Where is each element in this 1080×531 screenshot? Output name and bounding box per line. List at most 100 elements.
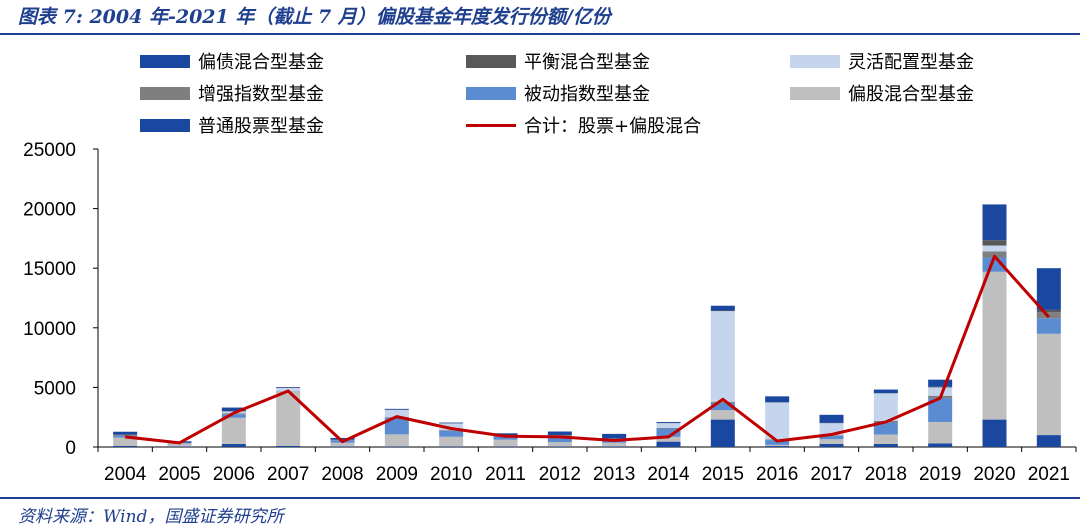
x-tick-label: 2006 xyxy=(213,464,255,485)
bar-segment-1 xyxy=(928,421,953,444)
bar-segment-4 xyxy=(384,409,409,418)
legend-item-common-equity: 普通股票型基金 xyxy=(140,114,324,137)
bar-segment-6 xyxy=(710,305,735,311)
bar-segment-6 xyxy=(384,408,409,410)
legend-swatch xyxy=(790,86,840,100)
bar-segment-3 xyxy=(982,251,1007,258)
legend-label: 偏债混合型基金 xyxy=(198,52,324,73)
bar-segment-6 xyxy=(113,431,138,435)
bar-segment-2 xyxy=(493,436,518,440)
bar-segment-4 xyxy=(710,311,735,402)
bar-segment-0 xyxy=(276,445,301,447)
bar-segment-0 xyxy=(982,419,1007,447)
x-tick-label: 2016 xyxy=(756,464,798,485)
legend-label: 被动指数型基金 xyxy=(524,84,650,105)
bar-segment-2 xyxy=(221,414,246,418)
bar-segment-0 xyxy=(873,444,898,447)
bar-segment-0 xyxy=(602,446,627,447)
bar-segment-0 xyxy=(113,445,138,447)
bar-segment-1 xyxy=(982,271,1007,420)
bar-segment-1 xyxy=(1036,333,1061,436)
bar-segment-6 xyxy=(493,433,518,436)
bar-segment-6 xyxy=(547,431,572,435)
bar-segment-1 xyxy=(330,442,355,447)
y-tick-label: 10000 xyxy=(23,319,76,340)
bar-segment-0 xyxy=(439,446,464,447)
legend-item-passive-index: 被动指数型基金 xyxy=(466,82,650,105)
header: 图表 7: 2004 年-2021 年（截止 7 月）偏股基金年度发行份额/亿份 xyxy=(0,0,1080,34)
x-tick-label: 2020 xyxy=(973,464,1015,485)
y-tick-label: 20000 xyxy=(23,200,76,221)
x-tick-label: 2015 xyxy=(702,464,744,485)
bar-segment-4 xyxy=(656,423,681,428)
bar-segment-0 xyxy=(765,446,790,447)
legend-swatch xyxy=(790,54,840,68)
legend-item-enhanced-index: 增强指数型基金 xyxy=(140,82,324,105)
bar-segment-2 xyxy=(439,430,464,437)
legend-swatch xyxy=(466,54,516,68)
bar-segment-1 xyxy=(819,439,844,445)
bar-segment-1 xyxy=(873,434,898,445)
bar-segment-1 xyxy=(221,417,246,445)
legend-swatch xyxy=(140,86,190,100)
x-tick-label: 2009 xyxy=(376,464,418,485)
bar-segment-0 xyxy=(384,446,409,447)
y-tick-label: 15000 xyxy=(23,259,76,280)
bar-segment-4 xyxy=(873,393,898,421)
x-tick-label: 2008 xyxy=(321,464,363,485)
legend-label: 增强指数型基金 xyxy=(198,84,324,105)
legend-item-balanced-mixed: 平衡混合型基金 xyxy=(466,50,650,73)
x-tick-label: 2005 xyxy=(158,464,200,485)
bar-segment-1 xyxy=(602,442,627,447)
legend-item-flexible-allocation: 灵活配置型基金 xyxy=(790,50,974,73)
x-tick-label: 2013 xyxy=(593,464,635,485)
total-line xyxy=(125,254,1050,445)
bar-segment-6 xyxy=(873,389,898,394)
bar-segment-3 xyxy=(710,401,735,403)
bar-segment-2 xyxy=(113,435,138,438)
footer-divider xyxy=(0,497,1080,499)
legend-label: 合计：股票+偏股混合 xyxy=(524,116,702,137)
bar-segment-1 xyxy=(493,439,518,447)
bar-segment-6 xyxy=(602,433,627,439)
bar-segment-2 xyxy=(384,417,409,435)
bar-segment-1 xyxy=(547,442,572,447)
legend-label: 普通股票型基金 xyxy=(198,116,324,137)
legend-swatch xyxy=(466,86,516,100)
bar-segment-6 xyxy=(656,421,681,423)
y-tick-label: 25000 xyxy=(23,140,76,161)
bar-segment-1 xyxy=(710,410,735,420)
bar-segment-1 xyxy=(276,392,301,446)
bar-segment-5 xyxy=(928,386,953,388)
bar-segment-0 xyxy=(221,444,246,447)
legend-label: 偏股混合型基金 xyxy=(848,84,974,105)
bar-segment-0 xyxy=(928,443,953,447)
bar-segment-6 xyxy=(439,422,464,424)
bar-segment-1 xyxy=(765,444,790,447)
bar-segment-3 xyxy=(439,430,464,431)
x-tick-label: 2010 xyxy=(430,464,472,485)
bar-segment-3 xyxy=(113,434,138,436)
x-tick-label: 2021 xyxy=(1028,464,1070,485)
bar-segment-0 xyxy=(167,446,192,447)
bar-segment-2 xyxy=(928,398,953,422)
bar-segment-1 xyxy=(439,436,464,447)
bar-segment-0 xyxy=(656,441,681,447)
bar-segment-2 xyxy=(873,422,898,435)
bar-segment-1 xyxy=(113,437,138,446)
x-tick-label: 2019 xyxy=(919,464,961,485)
bar-segment-0 xyxy=(547,446,572,447)
chart-title: 图表 7: 2004 年-2021 年（截止 7 月）偏股基金年度发行份额/亿份 xyxy=(18,6,611,28)
x-tick-label: 2014 xyxy=(647,464,690,485)
bar-segment-4 xyxy=(439,423,464,431)
bar-segment-2 xyxy=(710,402,735,411)
bar-segment-6 xyxy=(330,437,355,440)
bar-segment-0 xyxy=(330,446,355,447)
bar-segment-4 xyxy=(928,387,953,396)
bar-segment-2 xyxy=(1036,318,1061,334)
x-tick-label: 2012 xyxy=(539,464,581,485)
bar-segment-1 xyxy=(384,434,409,447)
bar-segment-6 xyxy=(819,414,844,423)
bar-segment-0 xyxy=(1036,435,1061,447)
